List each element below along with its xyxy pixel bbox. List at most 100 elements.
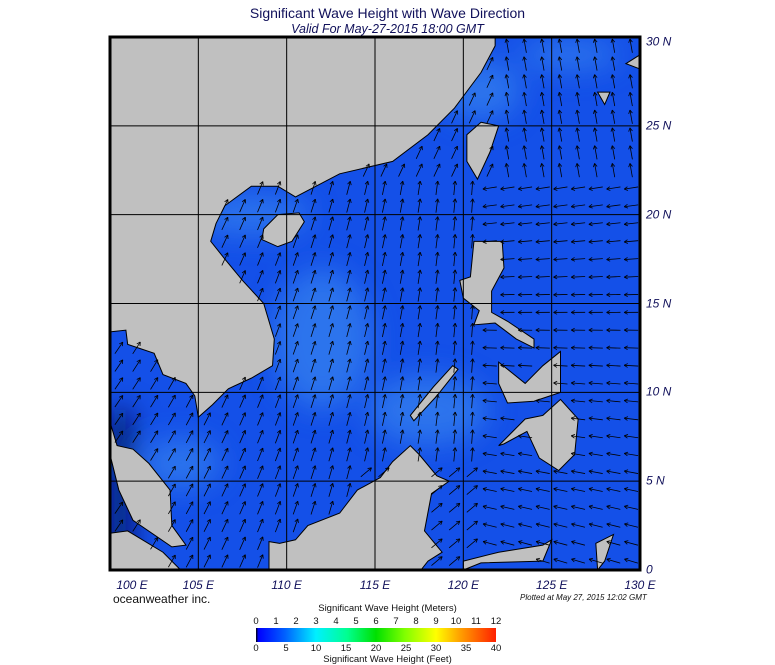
wave-direction-arrow (535, 310, 550, 315)
wave-direction-arrow (399, 376, 405, 391)
wave-direction-arrow (451, 145, 459, 159)
wave-direction-arrow (185, 394, 194, 408)
wave-direction-arrow (328, 287, 335, 302)
wave-direction-arrow (553, 186, 568, 191)
wave-direction-arrow (482, 204, 497, 209)
wave-direction-arrow (588, 204, 603, 209)
light-wave-area (272, 269, 372, 410)
wave-direction-arrow (417, 376, 422, 391)
wave-direction-arrow (292, 518, 299, 533)
wave-direction-arrow (310, 412, 317, 426)
wave-direction-arrow (452, 305, 458, 320)
wave-direction-arrow (588, 433, 603, 439)
wave-direction-arrow (328, 411, 335, 426)
wave-direction-arrow (292, 323, 299, 337)
wave-direction-arrow (221, 252, 229, 266)
wave-direction-arrow (623, 327, 639, 333)
wave-direction-arrow (606, 451, 621, 457)
wave-direction-arrow (435, 447, 440, 462)
wave-direction-arrow (239, 518, 247, 533)
wave-direction-arrow (221, 465, 229, 479)
wave-direction-arrow (606, 504, 621, 510)
wave-direction-arrow (452, 376, 458, 391)
wave-direction-arrow (452, 411, 458, 426)
wave-direction-arrow (382, 216, 387, 231)
wave-direction-arrow (364, 269, 370, 284)
colorbar-feet-tick: 25 (400, 643, 412, 654)
wave-direction-arrow (553, 274, 568, 280)
wave-direction-arrow (470, 180, 475, 196)
wave-direction-arrow (310, 198, 317, 213)
wave-direction-arrow (535, 274, 550, 280)
wave-direction-arrow (623, 380, 639, 386)
wave-direction-arrow (466, 538, 478, 549)
wave-direction-arrow (452, 394, 458, 409)
wave-direction-arrow (606, 416, 621, 421)
wave-direction-arrow (203, 483, 211, 497)
wave-direction-arrow (310, 269, 317, 284)
wave-direction-arrow (346, 340, 352, 355)
wave-direction-arrow (239, 394, 247, 408)
wave-direction-arrow (417, 234, 422, 249)
wave-direction-arrow (570, 204, 586, 209)
wave-direction-arrow (451, 163, 459, 177)
wave-direction-arrow (610, 145, 616, 160)
wave-direction-arrow (292, 412, 299, 426)
wave-direction-arrow (328, 465, 335, 480)
wave-direction-arrow (221, 234, 229, 248)
wave-direction-arrow (346, 305, 352, 320)
wave-direction-arrow (623, 363, 639, 368)
wave-direction-arrow (346, 429, 352, 444)
wave-direction-arrow (382, 376, 387, 391)
wave-direction-arrow (518, 487, 533, 492)
wave-direction-arrow (500, 257, 515, 262)
wave-direction-arrow (310, 358, 317, 373)
wave-direction-arrow (364, 358, 370, 373)
wave-direction-arrow (575, 92, 580, 107)
wave-direction-arrow (239, 252, 247, 266)
wave-direction-arrow (328, 269, 335, 284)
colorbar-meters-tick: 2 (293, 616, 299, 627)
wave-direction-arrow (168, 554, 176, 568)
wave-direction-arrow (522, 127, 527, 142)
wave-direction-arrow (417, 447, 422, 462)
wave-direction-arrow (399, 358, 405, 373)
wave-direction-arrow (310, 323, 317, 337)
wave-direction-arrow (435, 198, 440, 213)
colorbar-meters-tick: 10 (450, 616, 462, 627)
wave-direction-arrow (535, 398, 550, 404)
wave-direction-arrow (448, 556, 461, 566)
wave-direction-arrow (257, 234, 264, 248)
wave-direction-arrow (518, 451, 533, 457)
wave-direction-arrow (362, 163, 370, 177)
wave-direction-arrow (588, 504, 603, 510)
wave-direction-arrow (239, 430, 247, 444)
wave-direction-arrow (518, 469, 533, 474)
wave-direction-arrow (500, 345, 515, 351)
wave-direction-arrow (535, 557, 550, 564)
colorbar-meters-tick: 0 (253, 616, 259, 627)
wave-direction-arrow (588, 239, 603, 244)
wave-direction-arrow (364, 216, 370, 231)
wave-direction-arrow (399, 411, 405, 426)
wave-direction-arrow (239, 412, 247, 426)
wave-direction-arrow (239, 376, 247, 391)
wave-direction-arrow (539, 56, 545, 71)
wave-direction-arrow (185, 465, 194, 479)
wave-direction-arrow (553, 540, 568, 546)
chart-title: Significant Wave Height with Wave Direct… (249, 5, 526, 21)
wave-direction-arrow (588, 557, 603, 564)
wave-direction-arrow (239, 447, 247, 462)
wave-direction-arrow (452, 322, 458, 338)
wave-direction-arrow (570, 380, 586, 386)
wave-direction-arrow (364, 180, 370, 195)
wave-direction-arrow (415, 145, 423, 159)
colorbar-feet-tick: 5 (283, 643, 289, 654)
wave-direction-arrow (571, 522, 586, 528)
wave-direction-arrow (221, 501, 229, 515)
wave-direction-arrow (606, 204, 621, 209)
wave-direction-arrow (482, 416, 497, 421)
wave-direction-arrow (470, 198, 475, 213)
wave-direction-arrow (292, 465, 299, 480)
wave-direction-arrow (310, 234, 317, 249)
